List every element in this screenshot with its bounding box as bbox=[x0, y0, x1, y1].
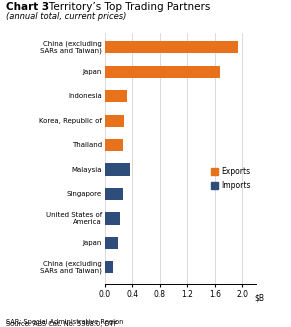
Bar bbox=[105, 212, 120, 225]
Bar bbox=[105, 261, 113, 273]
Bar bbox=[105, 188, 123, 200]
Bar bbox=[105, 139, 123, 151]
Bar bbox=[105, 164, 130, 176]
Bar bbox=[105, 41, 237, 54]
Text: $B: $B bbox=[255, 293, 265, 302]
Text: Source: ABS Cat. No. 5368.0; DTF: Source: ABS Cat. No. 5368.0; DTF bbox=[6, 321, 117, 327]
Bar bbox=[105, 237, 118, 249]
Legend: Exports, Imports: Exports, Imports bbox=[209, 166, 252, 192]
Bar bbox=[105, 90, 127, 102]
Text: : Territory’s Top Trading Partners: : Territory’s Top Trading Partners bbox=[42, 2, 211, 12]
Bar bbox=[105, 114, 124, 127]
Text: Chart 3: Chart 3 bbox=[6, 2, 49, 12]
Text: (annual total, current prices): (annual total, current prices) bbox=[6, 12, 126, 21]
Bar bbox=[105, 66, 220, 78]
Text: SAR: Special Administrative Region: SAR: Special Administrative Region bbox=[6, 319, 123, 325]
